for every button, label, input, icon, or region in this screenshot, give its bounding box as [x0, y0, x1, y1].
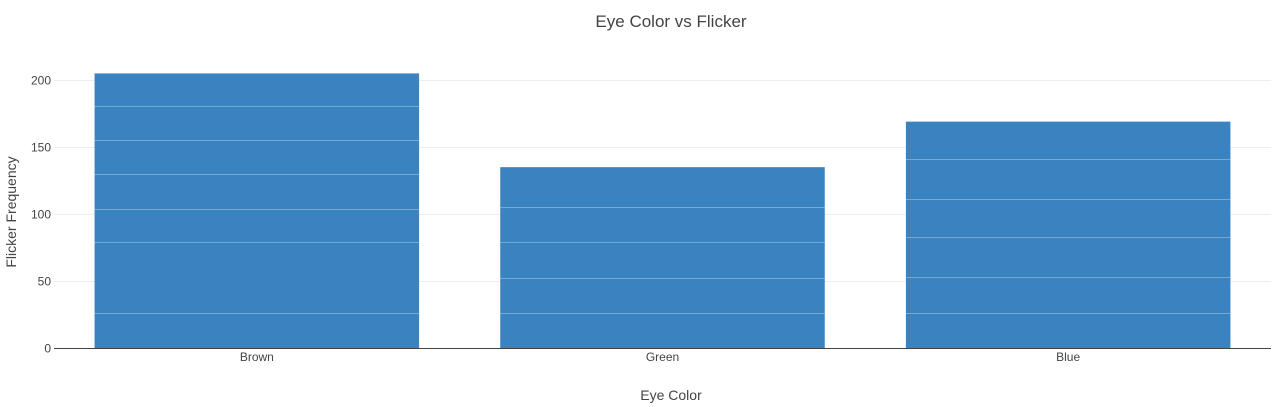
- x-tick-label: Brown: [240, 350, 274, 364]
- y-tick-label: 0: [44, 342, 51, 356]
- x-tick-label: Green: [646, 350, 679, 364]
- x-axis-title: Eye Color: [640, 387, 702, 403]
- x-tick-label: Blue: [1056, 350, 1080, 364]
- bars: [94, 73, 1231, 348]
- y-tick-label: 150: [31, 141, 51, 155]
- x-tick-labels: Brown Green Blue: [240, 350, 1081, 364]
- chart-title: Eye Color vs Flicker: [595, 12, 746, 31]
- y-tick-label: 100: [31, 208, 51, 222]
- y-tick-label: 200: [31, 74, 51, 88]
- bar-green: [500, 167, 825, 348]
- bar-brown: [94, 73, 420, 348]
- y-axis-title: Flicker Frequency: [3, 156, 19, 267]
- y-tick-label: 50: [38, 275, 52, 289]
- y-tick-labels: 0 50 100 150 200: [31, 74, 51, 356]
- bar-blue: [905, 121, 1231, 348]
